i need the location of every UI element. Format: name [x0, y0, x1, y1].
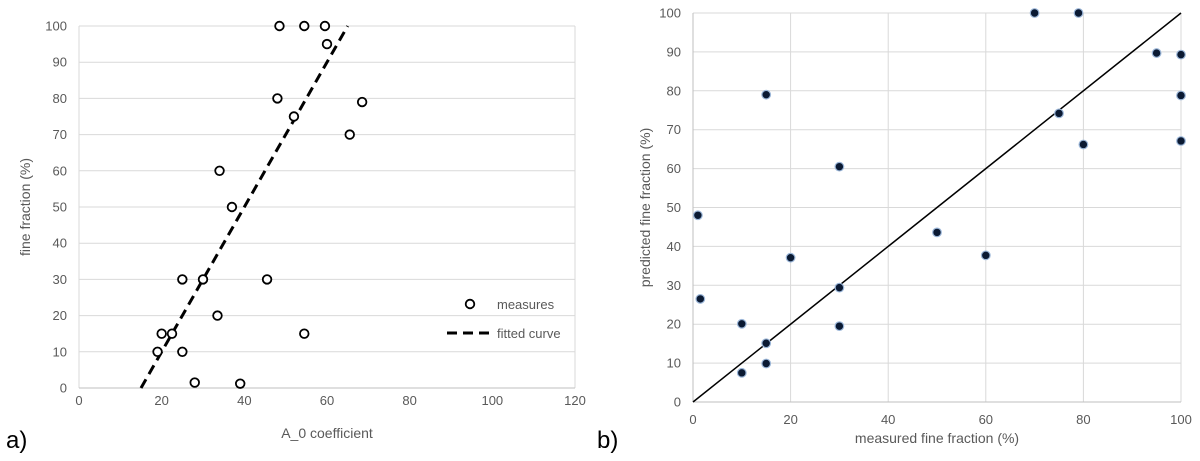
y-tick-label: 50 — [53, 200, 67, 215]
data-point — [197, 274, 209, 285]
data-point — [980, 250, 991, 261]
data-point — [1054, 108, 1064, 119]
y-tick-label: 50 — [667, 200, 681, 215]
x-axis-title: measured fine fraction (%) — [855, 430, 1019, 446]
data-point — [761, 89, 772, 100]
identity-line — [692, 12, 1182, 403]
y-tick-label: 100 — [45, 19, 67, 34]
data-point — [1176, 49, 1186, 60]
y-tick-label: 80 — [53, 91, 67, 106]
data-point — [166, 328, 178, 339]
data-point — [299, 328, 310, 339]
data-point — [1176, 90, 1186, 101]
data-point — [299, 20, 310, 32]
y-tick-label: 30 — [53, 272, 67, 287]
y-tick-label: 30 — [667, 278, 681, 293]
y-tick-label: 10 — [53, 344, 67, 359]
data-point — [356, 96, 368, 108]
panel-label: a) — [6, 427, 27, 454]
data-point — [214, 165, 225, 177]
x-tick-label: 100 — [1170, 412, 1192, 427]
x-tick-label: 0 — [689, 412, 696, 427]
data-point — [1151, 48, 1162, 58]
legend-marker-measures — [464, 298, 476, 310]
data-point — [692, 210, 703, 221]
x-tick-label: 120 — [564, 393, 586, 408]
data-point — [288, 111, 300, 122]
x-tick-label: 100 — [481, 393, 503, 408]
data-point — [1029, 8, 1040, 18]
x-tick-label: 60 — [979, 412, 993, 427]
y-tick-label: 60 — [53, 163, 67, 178]
legend-label: measures — [497, 297, 555, 312]
data-point — [761, 338, 772, 349]
y-tick-label: 40 — [53, 236, 67, 251]
y-tick-label: 70 — [53, 127, 67, 142]
x-tick-label: 20 — [154, 393, 168, 408]
y-tick-label: 90 — [53, 55, 67, 70]
y-tick-label: 20 — [53, 308, 67, 323]
data-point — [1078, 139, 1089, 150]
data-point — [189, 377, 200, 388]
data-point — [152, 346, 163, 358]
x-tick-label: 40 — [881, 412, 895, 427]
x-tick-label: 40 — [237, 393, 251, 408]
data-point — [785, 252, 796, 263]
y-tick-label: 0 — [674, 395, 681, 410]
data-point — [834, 321, 845, 332]
data-point — [321, 38, 333, 50]
x-tick-label: 0 — [75, 393, 82, 408]
x-axis-title: A_0 coefficient — [281, 425, 373, 441]
y-axis-title: predicted fine fraction (%) — [637, 128, 653, 288]
data-point — [736, 318, 747, 329]
data-point — [156, 328, 167, 339]
y-tick-label: 100 — [659, 6, 681, 21]
data-point — [736, 367, 747, 378]
chart-panel-a: 0 20 40 60 80 100 120 0 10 20 30 40 50 60 70 80 90 100 A_0… — [6, 19, 586, 455]
y-tick-label: 70 — [667, 122, 681, 137]
legend: measures fitted curve — [447, 297, 561, 341]
chart-panel-b: 0 20 40 60 80 100 0 10 20 30 40 50 60 70 80 90 100 measur… — [597, 6, 1192, 455]
y-tick-label: 80 — [667, 83, 681, 98]
data-point — [274, 20, 285, 32]
data-point — [932, 227, 942, 238]
x-tick-label: 80 — [402, 393, 416, 408]
panel-label: b) — [597, 427, 618, 454]
y-tick-label: 60 — [667, 161, 681, 176]
x-tick-label: 60 — [320, 393, 334, 408]
y-tick-label: 0 — [60, 381, 67, 396]
data-point — [261, 274, 273, 285]
fitted-curve-line — [139, 25, 349, 389]
data-point — [234, 378, 246, 389]
y-tick-label: 20 — [667, 317, 681, 332]
data-point — [177, 346, 188, 358]
data-point — [1073, 8, 1084, 18]
x-tick-label: 80 — [1076, 412, 1090, 427]
x-tick-label: 20 — [783, 412, 797, 427]
data-point — [272, 93, 283, 104]
data-point — [319, 20, 331, 32]
data-point — [344, 129, 355, 140]
y-axis-title: fine fraction (%) — [17, 158, 33, 256]
data-point — [212, 310, 223, 321]
data-point — [834, 282, 845, 293]
data-point — [177, 274, 188, 285]
data-point — [226, 201, 238, 213]
y-tick-label: 10 — [667, 356, 681, 371]
data-point — [695, 294, 706, 304]
data-point — [1176, 136, 1186, 146]
data-point — [834, 161, 845, 172]
y-tick-label: 90 — [667, 44, 681, 59]
legend-label: fitted curve — [497, 326, 561, 341]
data-point — [761, 358, 772, 369]
y-tick-label: 40 — [667, 239, 681, 254]
